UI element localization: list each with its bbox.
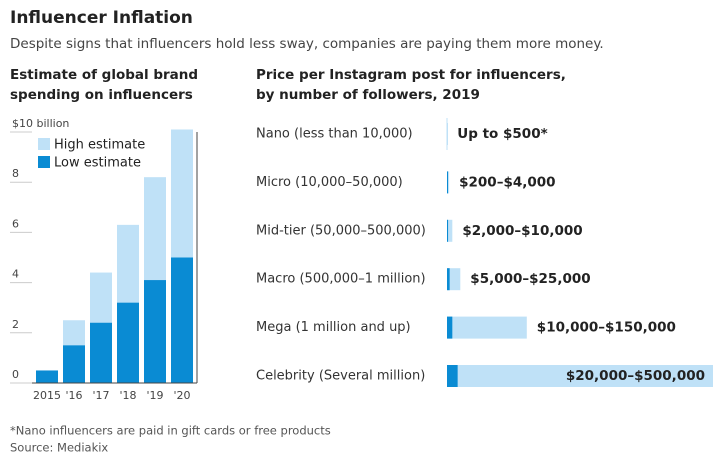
bar <box>447 219 453 242</box>
y-tick-label: 4 <box>12 268 19 281</box>
bar <box>90 322 112 383</box>
chart-title: Price per Instagram post for influencers… <box>256 67 566 83</box>
chart-title: by number of followers, 2019 <box>256 87 480 103</box>
category-label: Macro (500,000–1 million) <box>256 272 426 287</box>
bar <box>63 345 85 383</box>
value-label: $20,000–$500,000 <box>566 368 705 384</box>
legend-label: High estimate <box>54 138 145 153</box>
value-label: Up to $500* <box>457 126 547 142</box>
category-label: Celebrity (Several million) <box>256 369 425 384</box>
x-tick-label: '16 <box>65 389 82 402</box>
bar <box>171 257 193 383</box>
x-tick-label: '18 <box>119 389 136 402</box>
bar <box>447 268 461 291</box>
y-tick-label: $10 billion <box>12 117 69 130</box>
bar <box>447 268 450 291</box>
bar <box>447 365 713 387</box>
y-tick-label: 8 <box>12 167 19 180</box>
bar <box>447 219 449 242</box>
bar <box>144 280 166 383</box>
category-label: Mega (1 million and up) <box>256 320 411 335</box>
bar <box>447 171 448 194</box>
bar <box>447 123 448 145</box>
value-label: $200–$4,000 <box>459 174 555 190</box>
y-tick-label: 0 <box>12 368 19 381</box>
bar <box>447 316 527 339</box>
value-label: $2,000–$10,000 <box>462 223 582 239</box>
value-label: $10,000–$150,000 <box>537 320 676 336</box>
category-label: Nano (less than 10,000) <box>256 127 413 142</box>
x-tick-label: 2015 <box>33 389 61 402</box>
bar <box>447 316 453 339</box>
x-tick-label: '19 <box>146 389 163 402</box>
legend-swatch <box>38 156 50 168</box>
category-label: Mid-tier (50,000–500,000) <box>256 223 426 238</box>
category-label: Micro (10,000–50,000) <box>256 175 403 190</box>
bar <box>36 370 58 383</box>
value-label: $5,000–$25,000 <box>470 271 590 287</box>
bar <box>447 171 450 194</box>
y-tick-label: 6 <box>12 217 19 230</box>
bar <box>117 302 139 383</box>
bar <box>447 365 458 387</box>
y-tick-label: 2 <box>12 318 19 331</box>
chart-title: Estimate of global brand <box>10 67 198 83</box>
x-tick-label: '17 <box>92 389 109 402</box>
source: Source: Mediakix <box>10 441 108 455</box>
subtitle: Despite signs that influencers hold less… <box>10 36 604 52</box>
legend-label: Low estimate <box>54 156 141 171</box>
chart-title: spending on influencers <box>10 87 193 103</box>
title: Influencer Inflation <box>10 8 193 28</box>
x-tick-label: '20 <box>173 389 190 402</box>
footnote: *Nano influencers are paid in gift cards… <box>10 424 331 438</box>
legend-swatch <box>38 138 50 150</box>
